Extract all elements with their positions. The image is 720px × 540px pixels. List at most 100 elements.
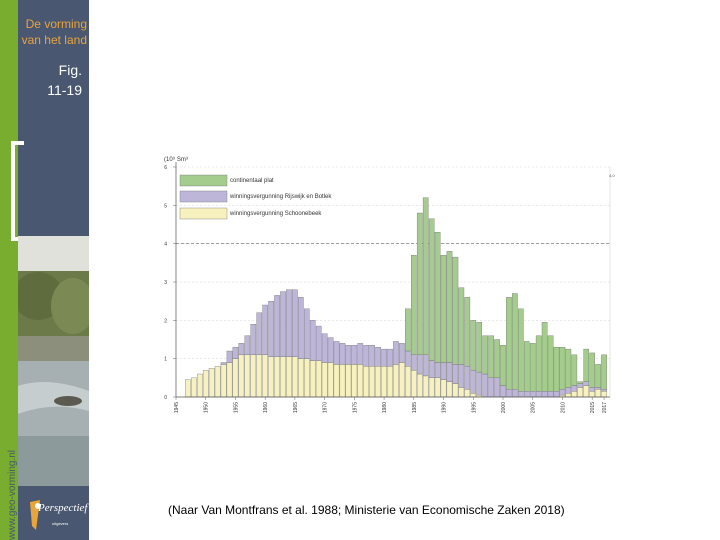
bar-continental (595, 364, 601, 388)
x-tick-label: 1995 (471, 402, 477, 413)
bar-continental (416, 212, 423, 356)
bar-schoonebeek (238, 354, 245, 398)
bar-rijswijk (369, 345, 375, 367)
bar-continental (577, 381, 584, 384)
bar-rijswijk (476, 371, 482, 396)
bar-continental (512, 293, 518, 390)
bar-schoonebeek (185, 379, 191, 398)
bar-rijswijk (494, 377, 500, 398)
bar-continental (422, 197, 429, 356)
bar-rijswijk (523, 391, 530, 398)
bar-continental (488, 335, 494, 379)
y-tick-label: 1 (164, 357, 167, 363)
bar-schoonebeek (375, 366, 381, 398)
chart-legend: continentaal plat winningsvergunning Rij… (179, 174, 332, 220)
bar-rijswijk (405, 350, 411, 367)
x-tick-label: 1960 (263, 402, 269, 413)
x-tick-label: 2017 (602, 402, 608, 413)
bar-rijswijk (393, 341, 399, 365)
bar-rijswijk (589, 387, 595, 392)
bar-rijswijk (565, 387, 572, 394)
bar-rijswijk (416, 354, 423, 375)
bar-rijswijk (363, 345, 370, 367)
legend-label-schoonebeek: winningsvergunning Schoonebeek (229, 211, 322, 217)
legend-label-rijswijk: winningsvergunning Rijswijk en Botlek (229, 194, 332, 200)
x-tick-label: 1965 (293, 402, 299, 413)
bar-schoonebeek (226, 362, 233, 398)
bar-rijswijk (411, 354, 417, 371)
bracket-decoration (11, 141, 24, 241)
bar-continental (535, 335, 542, 392)
bar-schoonebeek (309, 360, 316, 398)
bar-continental (589, 352, 595, 388)
bar-rijswijk (387, 348, 393, 367)
bar-continental (452, 256, 459, 365)
bar-rijswijk (256, 312, 263, 356)
bar-schoonebeek (268, 356, 274, 398)
deck-title-line1: De vorming (25, 17, 87, 31)
bar-rijswijk (220, 362, 227, 365)
bar-continental (571, 354, 578, 386)
bar-continental (494, 339, 500, 379)
x-tick-label: 1990 (442, 402, 448, 413)
bar-rijswijk (381, 348, 387, 367)
y-tick-label: 5 (164, 203, 167, 209)
bar-rijswijk (529, 391, 536, 398)
bar-rijswijk (327, 337, 334, 363)
bar-schoonebeek (339, 364, 346, 398)
bar-schoonebeek (363, 366, 370, 398)
bar-schoonebeek (292, 356, 298, 398)
bar-rijswijk (238, 343, 245, 356)
legend-swatch-continental (179, 174, 228, 187)
bar-rijswijk (577, 383, 584, 388)
bar-rijswijk (512, 389, 518, 398)
x-tick-label: 1970 (323, 402, 329, 413)
bar-rijswijk (518, 391, 524, 398)
x-tick-label: 2010 (560, 402, 566, 413)
deck-title: De vorming van het land (18, 16, 87, 48)
bar-schoonebeek (446, 381, 453, 398)
bar-rijswijk (559, 389, 566, 396)
bar-continental (547, 335, 554, 392)
bar-continental (583, 348, 590, 382)
bar-schoonebeek (262, 354, 268, 398)
bar-rijswijk (315, 325, 322, 361)
bar-schoonebeek (357, 364, 364, 398)
bar-schoonebeek (208, 368, 215, 398)
bar-rijswijk (274, 295, 280, 357)
bar-schoonebeek (321, 362, 328, 398)
bar-rijswijk (547, 391, 554, 398)
logo-panel (18, 486, 89, 540)
bar-rijswijk (583, 381, 590, 386)
bar-rijswijk (541, 391, 548, 398)
bar-continental (446, 251, 453, 363)
bar-schoonebeek (405, 366, 411, 398)
bar-rijswijk (298, 297, 304, 359)
bar-rijswijk (226, 350, 233, 363)
bar-schoonebeek (280, 356, 286, 398)
bar-schoonebeek (214, 366, 221, 398)
landscape-photo (18, 236, 89, 486)
bar-schoonebeek (220, 364, 227, 398)
gas-production-chart: 0 1 2 3 4 5 6 1945 1950 1955 1960 1965 1970 1975 1980 1… (164, 156, 615, 413)
bar-schoonebeek (286, 356, 292, 398)
bar-schoonebeek (589, 391, 595, 398)
bar-schoonebeek (256, 354, 263, 398)
bar-rijswijk (452, 364, 459, 384)
bar-schoonebeek (250, 354, 257, 398)
bar-continental (482, 335, 488, 375)
bar-schoonebeek (369, 366, 375, 398)
bar-rijswijk (304, 308, 310, 359)
bar-schoonebeek (393, 364, 399, 398)
bar-schoonebeek (244, 354, 251, 398)
bar-rijswijk (464, 366, 471, 390)
chart-bars (185, 197, 607, 398)
x-tick-label: 1980 (382, 402, 388, 413)
bar-continental (464, 297, 471, 367)
bar-schoonebeek (345, 364, 352, 398)
legend-swatch-rijswijk (179, 190, 228, 203)
bar-continental (470, 320, 477, 371)
bar-schoonebeek (274, 356, 280, 398)
bar-continental (476, 322, 482, 373)
bar-schoonebeek (583, 385, 590, 398)
